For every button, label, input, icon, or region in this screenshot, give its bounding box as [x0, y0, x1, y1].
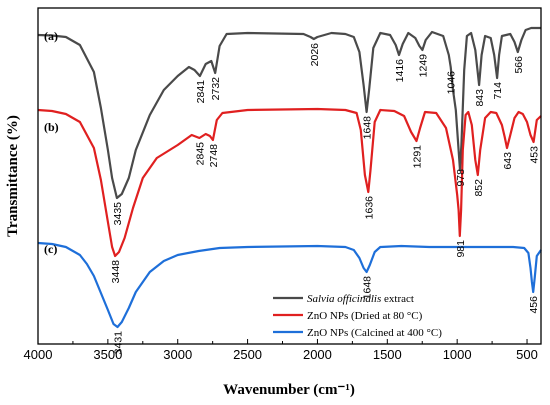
peak-label: 1648: [362, 116, 374, 140]
peak-label: 456: [528, 296, 540, 314]
legend-label-c: ZnO NPs (Calcined at 400 °C): [307, 327, 442, 339]
series-line-b: [37, 107, 542, 258]
peak-label: 978: [455, 169, 467, 187]
peak-label: 2841: [195, 80, 207, 104]
plot-frame: [37, 7, 542, 345]
peak-label: 1648: [362, 276, 374, 300]
legend: Salvia officinalis extract ZnO NPs (Drie…: [273, 293, 442, 339]
peak-label: 1249: [417, 54, 429, 78]
peak-label: 852: [473, 179, 485, 197]
peak-label: 643: [502, 152, 514, 170]
peak-label: 2026: [309, 43, 321, 67]
x-tick-label: 500: [516, 347, 538, 362]
x-axis: 4000 3500 3000 2500 2000 1500 1000 500: [24, 339, 538, 362]
peak-label: 2732: [210, 77, 222, 101]
series-line-a: [37, 26, 541, 200]
legend-label-b: ZnO NPs (Dried at 80 °C): [307, 310, 423, 322]
series-line-c: [37, 241, 542, 329]
peak-label: 566: [513, 56, 525, 74]
panel-label-b: (b): [44, 120, 59, 134]
panel-label-c: (c): [44, 242, 57, 256]
peak-label: 1636: [363, 196, 375, 220]
peak-label: 2845: [194, 142, 206, 166]
peak-annotations: 2841 2732 2026 1648 1416 1249 1046 843 714 566 343…: [110, 43, 540, 355]
peak-label: 3435: [112, 202, 124, 226]
x-tick-label: 2500: [233, 347, 262, 362]
series-layer: [37, 26, 542, 329]
peak-label: 2748: [208, 144, 220, 168]
legend-label-a: Salvia officinalis extract: [307, 293, 414, 305]
y-axis-title: Transmittance (%): [5, 115, 21, 237]
x-tick-label: 3000: [163, 347, 192, 362]
peak-label: 453: [529, 146, 541, 164]
x-tick-label: 3500: [93, 347, 122, 362]
peak-label: 3431: [113, 331, 125, 355]
peak-label: 1291: [412, 145, 424, 169]
peak-label: 1416: [394, 59, 406, 83]
peak-label: 1046: [446, 71, 458, 95]
x-tick-label: 1000: [443, 347, 472, 362]
peak-label: 3448: [110, 260, 122, 284]
peak-label: 981: [455, 240, 467, 258]
peak-label: 714: [492, 82, 504, 100]
x-tick-label: 4000: [24, 347, 53, 362]
x-tick-label: 1500: [373, 347, 402, 362]
x-axis-title: Wavenumber (cm⁻¹): [223, 382, 355, 398]
peak-label: 843: [474, 89, 486, 107]
x-tick-label: 2000: [303, 347, 332, 362]
panel-label-a: (a): [44, 29, 58, 43]
